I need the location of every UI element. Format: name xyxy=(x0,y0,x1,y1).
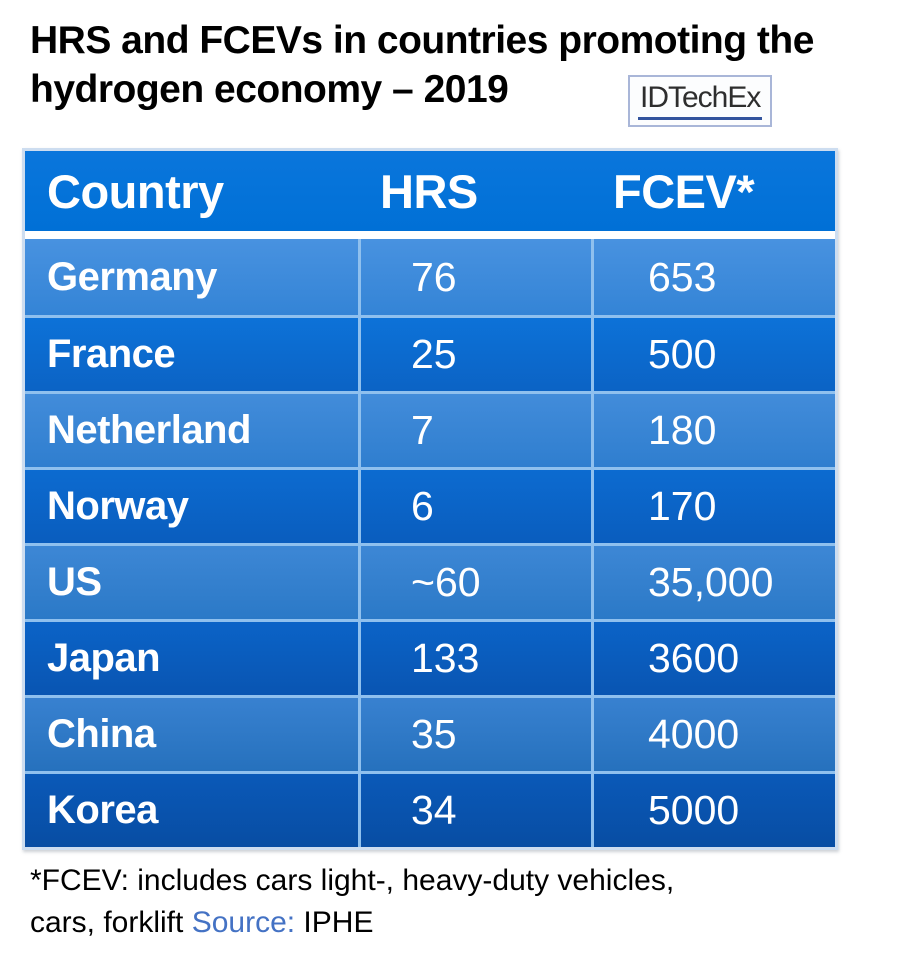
table-row: China 35 4000 xyxy=(25,695,835,771)
cell-hrs: 133 xyxy=(358,622,591,695)
cell-hrs: ~60 xyxy=(358,546,591,619)
cell-fcev: 5000 xyxy=(591,774,835,847)
cell-country: Germany xyxy=(47,254,217,299)
cell-country: Netherland xyxy=(47,408,251,452)
table-row: Germany 76 653 xyxy=(25,239,835,315)
cell-fcev: 500 xyxy=(591,318,835,391)
table-body: Germany 76 653 France 25 500 Netherland … xyxy=(25,239,835,847)
cell-fcev: 35,000 xyxy=(591,546,835,619)
cell-fcev: 653 xyxy=(591,239,835,315)
idtechex-logo-text: IDTechEx xyxy=(638,81,763,120)
cell-fcev: 3600 xyxy=(591,622,835,695)
cell-country: Korea xyxy=(47,788,158,832)
source-value: IPHE xyxy=(295,906,374,939)
footnote-line2-prefix: cars, forklift xyxy=(30,906,192,939)
table-header-row: Country HRS FCEV* xyxy=(25,151,835,231)
cell-fcev: 170 xyxy=(591,470,835,543)
table-row: US ~60 35,000 xyxy=(25,543,835,619)
cell-hrs: 34 xyxy=(358,774,591,847)
cell-hrs: 6 xyxy=(358,470,591,543)
cell-hrs: 35 xyxy=(358,698,591,771)
page-title: HRS and FCEVs in countries promoting the… xyxy=(30,19,814,111)
header-country: Country xyxy=(47,164,224,218)
cell-hrs: 76 xyxy=(358,239,591,315)
cell-hrs: 7 xyxy=(358,394,591,467)
footnote: *FCEV: includes cars light-, heavy-duty … xyxy=(30,860,674,944)
table-row: France 25 500 xyxy=(25,315,835,391)
cell-country: China xyxy=(47,712,156,756)
cell-country: France xyxy=(47,332,176,376)
cell-hrs: 25 xyxy=(358,318,591,391)
source-link[interactable]: Source: xyxy=(191,906,296,939)
table-row: Japan 133 3600 xyxy=(25,619,835,695)
idtechex-logo: IDTechEx xyxy=(628,75,773,127)
footnote-line2: cars, forklift Source: IPHE xyxy=(30,902,674,944)
cell-fcev: 4000 xyxy=(591,698,835,771)
table-row: Korea 34 5000 xyxy=(25,771,835,847)
header-hrs: HRS xyxy=(380,164,478,218)
cell-fcev: 180 xyxy=(591,394,835,467)
cell-country: Norway xyxy=(47,484,189,528)
table-row: Norway 6 170 xyxy=(25,467,835,543)
header-body-gap xyxy=(25,231,835,239)
cell-country: Japan xyxy=(47,636,161,680)
cell-country: US xyxy=(47,560,102,604)
footnote-line1: *FCEV: includes cars light-, heavy-duty … xyxy=(30,864,675,897)
table-row: Netherland 7 180 xyxy=(25,391,835,467)
hrs-fcev-table: Country HRS FCEV* Germany 76 653 France … xyxy=(22,148,838,850)
header-fcev: FCEV* xyxy=(613,164,755,218)
